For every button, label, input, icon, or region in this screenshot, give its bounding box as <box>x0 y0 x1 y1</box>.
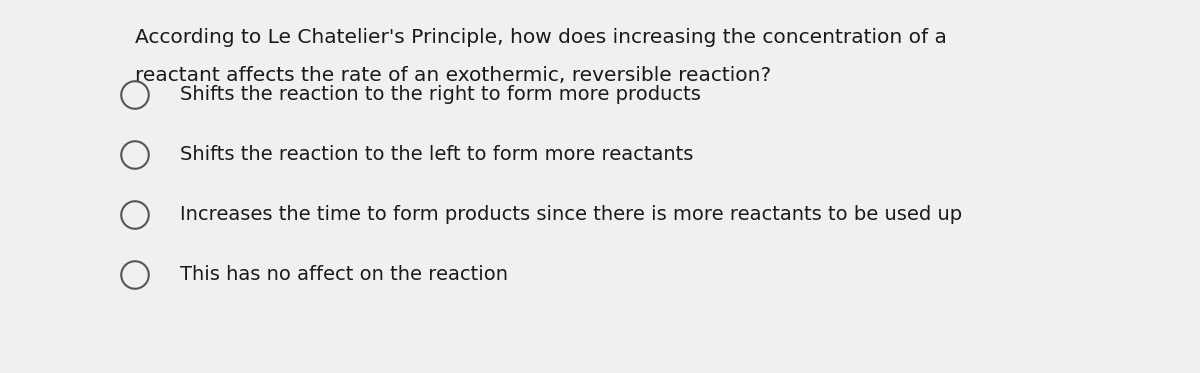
Point <box>126 212 144 218</box>
Text: According to Le Chatelier's Principle, how does increasing the concentration of : According to Le Chatelier's Principle, h… <box>134 28 947 47</box>
Point <box>126 152 144 158</box>
Text: Increases the time to form products since there is more reactants to be used up: Increases the time to form products sinc… <box>180 206 962 225</box>
Text: reactant affects the rate of an exothermic, reversible reaction?: reactant affects the rate of an exotherm… <box>134 66 772 85</box>
Text: This has no affect on the reaction: This has no affect on the reaction <box>180 266 508 285</box>
Text: Shifts the reaction to the left to form more reactants: Shifts the reaction to the left to form … <box>180 145 694 164</box>
Point <box>126 92 144 98</box>
Text: Shifts the reaction to the right to form more products: Shifts the reaction to the right to form… <box>180 85 701 104</box>
Point <box>126 272 144 278</box>
